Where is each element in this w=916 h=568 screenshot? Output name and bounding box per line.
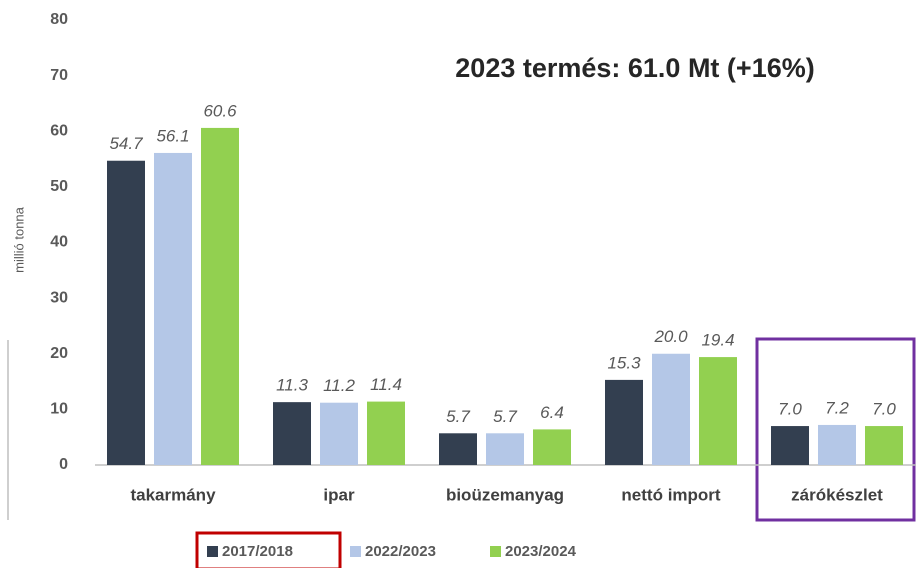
x-tick-label: takarmány xyxy=(130,485,216,504)
y-tick-label: 0 xyxy=(59,456,68,473)
bar xyxy=(605,379,643,465)
y-tick-label: 20 xyxy=(50,345,68,362)
bar xyxy=(201,127,239,465)
legend-label: 2017/2018 xyxy=(222,543,293,560)
y-axis-label: millió tonna xyxy=(11,206,26,273)
chart-title: 2023 termés: 61.0 Mt (+16%) xyxy=(455,53,814,83)
bar xyxy=(154,152,192,465)
value-label: 20.0 xyxy=(653,327,688,346)
value-label: 19.4 xyxy=(701,331,734,350)
value-label: 60.6 xyxy=(203,101,237,120)
y-tick-label: 70 xyxy=(50,67,68,84)
value-label: 11.4 xyxy=(370,375,402,394)
value-label: 15.3 xyxy=(607,353,641,372)
bar xyxy=(652,353,690,465)
y-tick-label: 80 xyxy=(50,11,68,28)
value-label: 7.0 xyxy=(778,400,802,419)
legend-label: 2023/2024 xyxy=(505,543,577,560)
y-tick-label: 50 xyxy=(50,178,68,195)
bar xyxy=(771,426,809,465)
bar xyxy=(367,401,405,465)
legend-label: 2022/2023 xyxy=(365,543,436,560)
bar xyxy=(439,433,477,465)
highlight-box xyxy=(755,337,916,522)
legend-swatch xyxy=(207,546,218,557)
value-label: 56.1 xyxy=(156,126,189,145)
y-tick-label: 60 xyxy=(50,122,68,139)
highlight-box xyxy=(195,531,342,568)
bar xyxy=(273,402,311,465)
bar xyxy=(865,426,903,465)
bar xyxy=(818,424,856,465)
value-label: 5.7 xyxy=(493,407,517,426)
value-label: 7.2 xyxy=(825,398,849,417)
x-tick-label: zárókészlet xyxy=(791,485,883,504)
bar xyxy=(699,357,737,465)
legend-swatch xyxy=(350,546,361,557)
value-label: 11.2 xyxy=(323,376,355,395)
x-tick-label: ipar xyxy=(323,485,355,504)
value-label: 54.7 xyxy=(109,134,143,153)
x-tick-label: nettó import xyxy=(621,485,720,504)
value-label: 5.7 xyxy=(446,407,470,426)
value-label: 7.0 xyxy=(872,400,896,419)
legend-swatch xyxy=(490,546,501,557)
bar xyxy=(533,429,571,465)
x-tick-label: bioüzemanyag xyxy=(446,485,564,504)
bar xyxy=(486,433,524,465)
bar xyxy=(107,160,145,465)
y-tick-label: 10 xyxy=(50,401,68,418)
value-label: 6.4 xyxy=(540,403,564,422)
value-label: 11.3 xyxy=(276,376,308,395)
y-tick-label: 30 xyxy=(50,289,68,306)
bar xyxy=(320,402,358,465)
y-tick-label: 40 xyxy=(50,234,68,251)
